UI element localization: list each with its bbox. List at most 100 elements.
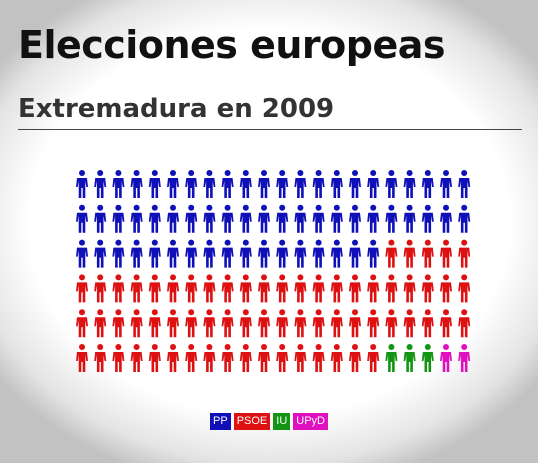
seat-icon-pp [312, 170, 325, 198]
seat-icon-pp [421, 204, 434, 233]
seat-icon-pp [130, 239, 143, 268]
seat-icon-pp [185, 170, 198, 198]
page-subtitle: Extremadura en 2009 [18, 94, 335, 124]
seat-icon-psoe [94, 344, 107, 372]
seat-icon-psoe [112, 274, 125, 303]
seat-icon-pp [294, 170, 307, 198]
seat-icon-psoe [167, 344, 179, 372]
seat-icon-psoe [130, 344, 143, 372]
seat-icon-pp [458, 170, 471, 198]
legend-item-psoe: PSOE [233, 413, 271, 430]
seat-icon-psoe [330, 309, 343, 338]
seat-icon-psoe [203, 274, 216, 303]
seat-icon-pp [349, 170, 361, 198]
seat-icon-pp [94, 204, 107, 233]
seat-icon-psoe [112, 309, 125, 338]
seat-icon-psoe [203, 309, 216, 338]
seat-icon-psoe [385, 309, 398, 338]
seat-icon-psoe [258, 274, 270, 303]
seat-icon-psoe [185, 274, 198, 303]
seat-icon-pp [130, 170, 143, 198]
seat-icon-pp [458, 204, 471, 233]
seat-icon-pp [203, 170, 216, 198]
seat-icon-pp [148, 170, 161, 198]
seat-icon-psoe [421, 274, 434, 303]
seat-icon-psoe [94, 309, 107, 338]
seat-icon-pp [148, 239, 161, 268]
seat-icon-pp [76, 239, 88, 268]
seat-icon-pp [239, 170, 252, 198]
seat-icon-pp [203, 239, 216, 268]
seat-icon-pp [330, 239, 343, 268]
seat-icon-pp [112, 170, 125, 198]
seat-icon-psoe [385, 274, 398, 303]
seat-icon-psoe [367, 344, 380, 372]
legend-item-upyd: UPyD [293, 413, 328, 430]
seat-icon-pp [94, 170, 107, 198]
seat-icon-psoe [130, 274, 143, 303]
seat-icon-psoe [421, 239, 434, 268]
seat-icon-psoe [294, 344, 307, 372]
seat-icon-pp [130, 204, 143, 233]
seat-icon-psoe [76, 309, 88, 338]
seat-icon-psoe [130, 309, 143, 338]
seat-icon-psoe [148, 274, 161, 303]
seat-icon-psoe [167, 309, 179, 338]
seat-icon-psoe [239, 274, 252, 303]
page-title: Elecciones europeas [18, 23, 446, 67]
seat-icon-pp [167, 239, 179, 268]
seat-icon-psoe [312, 344, 325, 372]
seat-icon-psoe [276, 344, 289, 372]
seat-icon-pp [385, 170, 398, 198]
seat-icon-psoe [312, 309, 325, 338]
seat-icon-psoe [294, 274, 307, 303]
seat-icon-psoe [221, 344, 234, 372]
seat-icon-psoe [458, 274, 471, 303]
legend-item-iu: IU [273, 413, 291, 430]
seat-icon-pp [203, 204, 216, 233]
seat-icon-pp [312, 204, 325, 233]
seat-icon-pp [258, 170, 270, 198]
seat-icon-psoe [403, 239, 416, 268]
seat-icon-psoe [367, 274, 380, 303]
seat-icon-iu [421, 344, 434, 372]
seat-icon-iu [403, 344, 416, 372]
seat-icon-psoe [312, 274, 325, 303]
seat-icon-pp [221, 239, 234, 268]
seat-icon-pp [112, 239, 125, 268]
seat-icon-psoe [258, 309, 270, 338]
seat-icon-pp [367, 204, 380, 233]
seat-icon-pp [185, 204, 198, 233]
seat-icon-pp [258, 239, 270, 268]
legend-item-pp: PP [210, 413, 231, 430]
seat-icon-pp [276, 239, 289, 268]
seat-icon-pp [349, 204, 361, 233]
seat-icon-upyd [440, 344, 452, 372]
seat-icon-pp [185, 239, 198, 268]
seat-icon-psoe [440, 309, 452, 338]
seat-icon-psoe [239, 344, 252, 372]
pictogram-icons [76, 170, 471, 372]
seat-icon-pp [239, 239, 252, 268]
seat-icon-pp [167, 170, 179, 198]
seat-icon-psoe [112, 344, 125, 372]
seat-icon-psoe [440, 239, 452, 268]
seat-icon-psoe [148, 309, 161, 338]
seat-icon-pp [403, 170, 416, 198]
seat-icon-psoe [349, 344, 361, 372]
seat-icon-psoe [349, 309, 361, 338]
seat-icon-psoe [167, 274, 179, 303]
seat-icon-pp [421, 170, 434, 198]
seat-icon-pp [367, 170, 380, 198]
seat-icon-pp [94, 239, 107, 268]
seat-icon-psoe [330, 344, 343, 372]
seat-icon-pp [167, 204, 179, 233]
seat-icon-pp [403, 204, 416, 233]
seat-icon-pp [330, 170, 343, 198]
seat-icon-psoe [221, 274, 234, 303]
legend: PP PSOE IU UPyD [0, 413, 538, 430]
seat-icon-psoe [330, 274, 343, 303]
seat-icon-pp [276, 204, 289, 233]
seat-icon-psoe [349, 274, 361, 303]
